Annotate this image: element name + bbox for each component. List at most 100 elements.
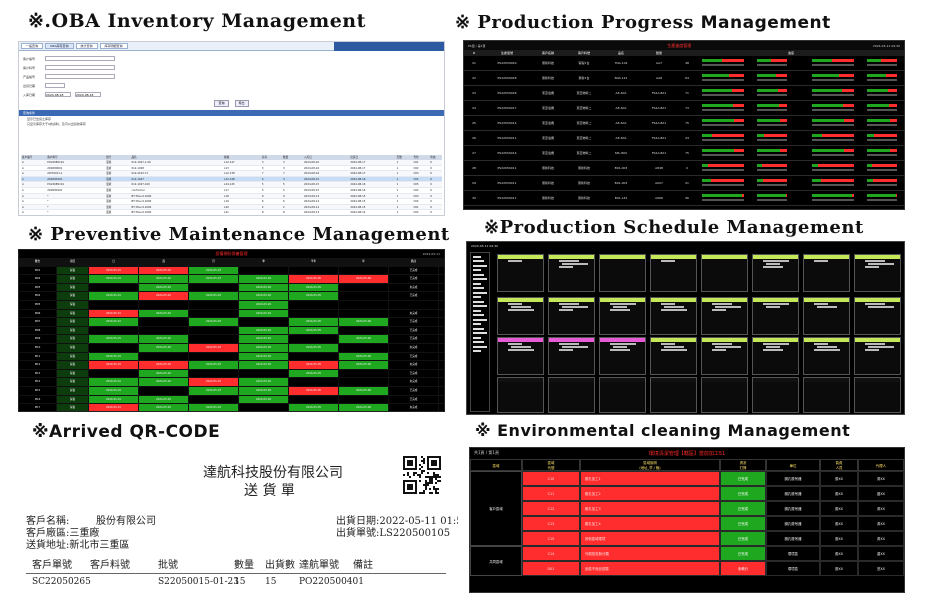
progress-row[interactable]: 29 PS22050011 豪新科技 豪新科技 B01-003 A007 21 xyxy=(464,176,904,191)
schedule-card[interactable] xyxy=(599,377,646,413)
schedule-card[interactable] xyxy=(650,337,697,375)
schedule-machine-label xyxy=(473,350,481,352)
pm-row[interactable]: M06 保養 2024-05-01 2024-05-02 2024-05-04 未完成 xyxy=(19,309,444,319)
progress-row[interactable]: 22 PS22050028 豪新科技 豪新2台 5NA-121 AA8 64 xyxy=(464,71,904,86)
schedule-card[interactable] xyxy=(548,254,595,292)
pm-row[interactable]: M07 保養 2024-05-01 2024-05-03 2024-05-05 2024-… xyxy=(19,318,444,327)
option-hint[interactable]: 只显示库存大于0的资料，及可以出货的库存 xyxy=(27,122,86,126)
schedule-card-header xyxy=(804,338,849,342)
pm-row[interactable]: M09 保養 2024-05-01 2024-05-02 2024-05-04 2024-… xyxy=(19,335,444,344)
env-row[interactable]: C12 鑽孔加工3 已完成 鑽孔懸吊器 張XX 黃XX xyxy=(470,501,904,516)
customer-id-input[interactable] xyxy=(45,56,115,61)
oba-table-row[interactable]: A 2D4080101 量產 conformal L17 5 5 2024-08-15 2024… xyxy=(21,188,442,194)
env-row[interactable]: C13 鑽孔加工4 已完成 鑽孔懸吊器 張XX 黃XX xyxy=(470,516,904,531)
progress-row[interactable]: 24 PS22050017 東亞電機 東亞物料二 AE-40A FS2A-801 73 xyxy=(464,101,904,116)
schedule-card[interactable] xyxy=(803,337,850,375)
oba-table-row[interactable]: A 2D4080001 量產 012-1028 L13 3 3 2024-08-16 2024-… xyxy=(21,166,442,172)
env-row[interactable]: C15 其他區域環境 已完成 鑽孔懸吊器 張XX 黃XX xyxy=(470,531,904,546)
pm-cell: 保養 xyxy=(57,378,89,386)
oba-tab[interactable]: 统计查询 xyxy=(75,43,98,49)
product-id-input[interactable] xyxy=(45,74,115,79)
schedule-card[interactable] xyxy=(548,337,595,375)
pm-row[interactable]: M03 保養 2024-05-02 2024-05-04 2024-05-05 未完成 xyxy=(19,283,444,293)
env-row[interactable]: C11 鑽孔加工2 已完成 鑽孔懸吊器 張XX 盛XX xyxy=(470,486,904,501)
schedule-card[interactable] xyxy=(548,377,595,413)
query-button[interactable]: 查询 xyxy=(214,100,229,107)
oba-table-row[interactable]: A * 量產 BT Mount-1000 L21 8 8 2024-08-13 2024-08-… xyxy=(21,210,442,215)
oba-table-row[interactable]: A PO24080101 量產 012-1027-1.00 L12-147 3 3 2024-… xyxy=(21,160,442,166)
schedule-card[interactable] xyxy=(752,297,799,335)
schedule-card[interactable] xyxy=(752,254,799,292)
progress-row[interactable]: 27 PS22050014 東亞電機 東亞物料二 SPL-80U FS2A-801 75 xyxy=(464,146,904,161)
qr-code-icon[interactable] xyxy=(403,456,441,494)
pm-cell: 2024-05-01 xyxy=(89,352,139,361)
pm-row[interactable]: M12 保養 2024-05-01 2024-05-02 2024-05-03 2024-… xyxy=(19,361,444,370)
schedule-card[interactable] xyxy=(650,377,697,413)
progress-row[interactable]: 26 PS22050011 東亞電機 東亞物料二 AE-40A FS2A-801 24 xyxy=(464,131,904,146)
pm-row[interactable]: M04 保養 2024-05-01 2024-05-02 2024-05-03 2024-… xyxy=(19,292,444,301)
oba-cell: L12-147 xyxy=(224,161,235,164)
progress-row[interactable]: 28 PS22050011 豪新科技 豪新科技 B01-003 A848 0 xyxy=(464,161,904,176)
schedule-card[interactable] xyxy=(599,337,646,375)
schedule-card[interactable] xyxy=(548,297,595,335)
date-to-input[interactable]: 2024-08-18 xyxy=(75,92,101,97)
oba-table-row[interactable]: A * 量產 BT Mount-1000 L18 9 9 2024-08-14 2024-08-… xyxy=(21,193,442,200)
oba-cell: 量產 xyxy=(106,172,112,176)
progress-row[interactable]: 21 PS22050040 豪新科技 客製1台 7NA-104 AA7 48 xyxy=(464,56,904,71)
schedule-card[interactable] xyxy=(803,297,850,335)
pm-row[interactable]: M16 保養 2024-05-01 2024-05-02 2024-05-04 已完成 xyxy=(19,395,444,405)
pm-row[interactable]: M08 保養 2024-05-04 2024-05-05 已完成 xyxy=(19,326,444,336)
oba-tab[interactable]: 一般查询 xyxy=(21,43,44,49)
oba-table-row[interactable]: A 2D4080101 量產 012-1027 L12-148 4 4 2024-08-15 2… xyxy=(21,176,442,183)
schedule-card[interactable] xyxy=(752,337,799,375)
oba-table-row[interactable]: A PO24080101 量產 012-1027-100 L24-145 5 5 2024-0… xyxy=(21,182,442,188)
schedule-card[interactable] xyxy=(650,254,697,292)
export-button[interactable]: 导出 xyxy=(234,100,249,107)
pm-row[interactable]: M15 保養 2024-05-01 2024-05-03 2024-05-04 2024-… xyxy=(19,386,444,396)
customer-part-input[interactable] xyxy=(45,65,115,70)
schedule-card[interactable] xyxy=(701,337,748,375)
schedule-card[interactable] xyxy=(752,377,799,413)
schedule-card[interactable] xyxy=(497,254,544,292)
pm-row[interactable]: M13 保養 2024-05-02 2024-05-05 已完成 xyxy=(19,369,444,379)
schedule-card[interactable] xyxy=(803,254,850,292)
oba-table-row[interactable]: A * 量產 BT Mount-1000 L19 6 6 2024-08-14 2024-08-… xyxy=(21,199,442,205)
schedule-card[interactable] xyxy=(803,377,850,413)
schedule-card[interactable] xyxy=(599,297,646,335)
schedule-card-line xyxy=(865,349,879,351)
oba-tab[interactable]: 库存明细查询 xyxy=(99,43,128,49)
oba-tab[interactable]: OBA库存查询 xyxy=(45,43,74,49)
pm-row[interactable]: M10 保養 2024-05-02 2024-05-03 2024-05-04 2024-… xyxy=(19,343,444,353)
schedule-card[interactable] xyxy=(701,254,748,292)
env-row[interactable]: C14 外觀檢查與分類 已完成 環境區 張XX 盧XX xyxy=(470,546,904,561)
schedule-card[interactable] xyxy=(497,337,544,375)
schedule-card[interactable] xyxy=(854,254,901,292)
pm-row[interactable]: M01 保養 2024-05-01 2024-05-02 2024-05-03 已完成 xyxy=(19,266,444,276)
date-from-input[interactable]: 2024-08-18 xyxy=(45,92,71,97)
option-hint[interactable]: 显示已出货之库存 xyxy=(27,117,52,121)
schedule-card[interactable] xyxy=(497,297,544,335)
progress-row[interactable]: 30 PS22050011 豪新科技 豪新科技 B01-L34 A966 96 xyxy=(464,191,904,206)
env-row[interactable]: C10 鑽孔加工1 已完成 鑽孔懸吊器 張XX 黃XX xyxy=(470,471,904,486)
schedule-card[interactable] xyxy=(650,297,697,335)
schedule-card[interactable] xyxy=(701,377,748,413)
pm-row[interactable]: M17 保養 2024-05-01 2024-05-02 2024-05-03 2024-… xyxy=(19,404,444,411)
schedule-card[interactable] xyxy=(497,377,544,413)
pm-row[interactable]: M02 保養 2024-05-01 2024-05-02 2024-05-03 2024-… xyxy=(19,275,444,284)
progress-row[interactable]: 23 PS22050026 東亞電機 東亞物料二 AE-40A FS2A-801 71 xyxy=(464,86,904,101)
schedule-card[interactable] xyxy=(854,337,901,375)
schedule-machine-label xyxy=(473,345,487,348)
ship-date-select[interactable] xyxy=(45,83,65,88)
schedule-card[interactable] xyxy=(701,297,748,335)
schedule-card[interactable] xyxy=(854,297,901,335)
pm-row[interactable]: M14 保養 2024-05-01 2024-05-02 2024-05-03 2024-… xyxy=(19,378,444,387)
pm-row[interactable]: M11 保養 2024-05-01 2024-05-04 2024-05-06 已完成 xyxy=(19,352,444,362)
env-row[interactable]: D01 品檢不良品檢驗 未執行 環境區 張XX 范XX xyxy=(470,561,904,576)
pm-row[interactable]: M05 保養 2024-05-04 xyxy=(19,300,444,310)
oba-table-row[interactable]: A 2ID70011-1 量產 012-2102-71 L12-138 7 7 2024-08… xyxy=(21,171,442,177)
progress-row[interactable]: 25 PS22050014 東亞電機 東亞物料二 AE-40A FS2A-801 75 xyxy=(464,116,904,131)
oba-table-row[interactable]: A * 量產 BT Mount-1000 L20 2 2 2024-08-14 2024-08-… xyxy=(21,204,442,211)
schedule-card-line xyxy=(664,306,684,308)
schedule-card[interactable] xyxy=(599,254,646,292)
schedule-card[interactable] xyxy=(854,377,901,413)
